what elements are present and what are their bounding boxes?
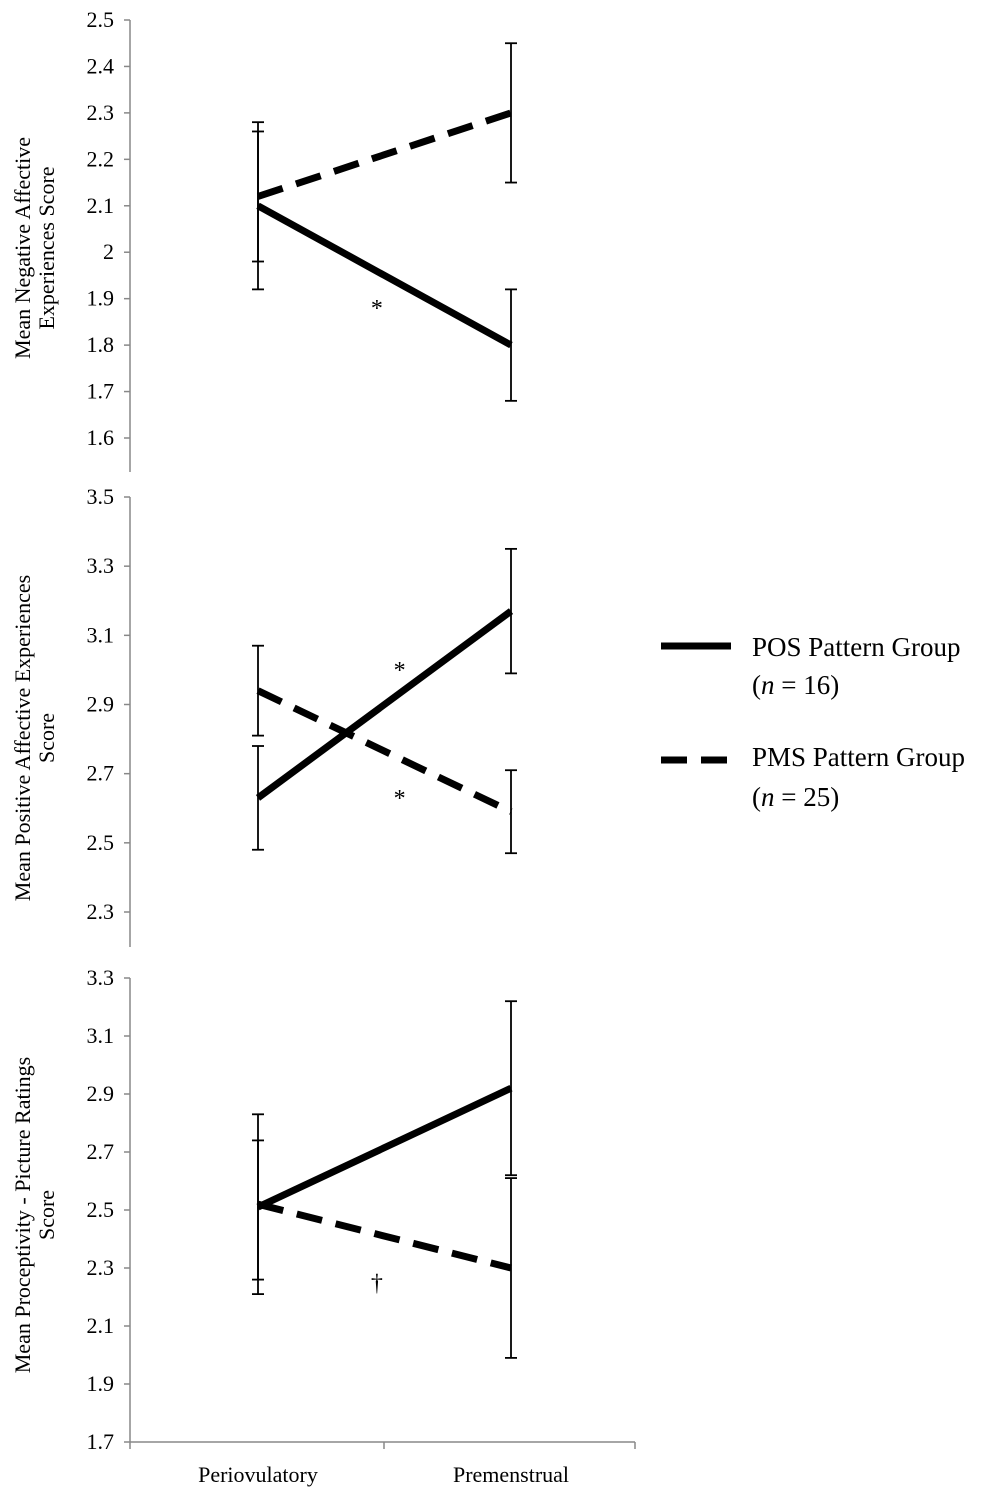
y-tick-label: 1.8	[87, 332, 115, 357]
y-tick-label: 1.6	[87, 425, 115, 450]
legend-n-pos: (n = 16)	[752, 670, 839, 700]
y-tick-label: 2	[103, 239, 114, 264]
y-tick-label: 2.9	[87, 1081, 115, 1106]
y-tick-label: 3.3	[87, 553, 115, 578]
y-axis-title: Mean Proceptivity - Picture RatingsScore	[10, 1057, 59, 1374]
y-tick-label: 2.2	[87, 146, 115, 171]
legend-n-value: = 16)	[775, 670, 840, 700]
legend-paren: (	[752, 670, 761, 700]
y-tick-label: 2.3	[87, 1255, 115, 1280]
series-line-pos	[256, 202, 513, 349]
significance-marker: *	[394, 658, 406, 684]
y-tick-label: 1.9	[87, 1371, 115, 1396]
legend-n-pms: (n = 25)	[752, 782, 839, 812]
legend-n-value: = 25)	[775, 782, 840, 812]
y-tick-label: 2.5	[87, 830, 115, 855]
y-tick-label: 2.1	[87, 1313, 115, 1338]
series-line-pms	[256, 687, 513, 815]
significance-marker: *	[371, 296, 383, 322]
y-tick-label: 2.3	[87, 100, 115, 125]
y-tick-label: 2.7	[87, 1139, 115, 1164]
x-category-label: Premenstrual	[453, 1462, 569, 1487]
significance-marker: *	[394, 786, 406, 812]
y-tick-label: 2.5	[87, 1197, 115, 1222]
series-line-pms	[257, 1200, 512, 1272]
y-axis-title-line: Score	[34, 1190, 59, 1240]
y-tick-label: 2.1	[87, 193, 115, 218]
y-tick-label: 3.1	[87, 622, 115, 647]
y-axis-title-line: Score	[34, 713, 59, 763]
y-axis-title: Mean Positive Affective ExperiencesScore	[10, 575, 59, 901]
y-tick-label: 2.3	[87, 899, 115, 924]
legend-n-symbol: n	[761, 782, 775, 812]
legend-paren: (	[752, 782, 761, 812]
x-category-label: Periovulatory	[198, 1462, 318, 1487]
y-tick-label: 2.5	[87, 7, 115, 32]
y-axis-title-line: Experiences Score	[34, 166, 59, 329]
y-axis-title-line: Mean Proceptivity - Picture Ratings	[10, 1057, 35, 1374]
y-tick-label: 1.9	[87, 286, 115, 311]
y-tick-label: 2.4	[87, 53, 115, 78]
legend-label-pms: PMS Pattern Group	[752, 742, 965, 772]
y-tick-label: 2.9	[87, 692, 115, 717]
y-tick-label: 3.3	[87, 965, 115, 990]
y-axis-title-line: Mean Negative Affective	[10, 137, 35, 359]
y-axis-title: Mean Negative AffectiveExperiences Score	[10, 137, 59, 359]
y-tick-label: 1.7	[87, 379, 115, 404]
legend-label-pos: POS Pattern Group	[752, 632, 961, 662]
y-tick-label: 3.1	[87, 1023, 115, 1048]
y-axis-title-line: Mean Positive Affective Experiences	[10, 575, 35, 901]
y-tick-label: 2.7	[87, 761, 115, 786]
y-tick-label: 1.7	[87, 1429, 115, 1454]
y-tick-label: 3.5	[87, 484, 115, 509]
series-line-pos	[255, 608, 514, 801]
legend-n-symbol: n	[761, 670, 775, 700]
series-line-pms	[256, 109, 513, 200]
series-line-pos	[256, 1085, 513, 1211]
significance-marker: †	[371, 1271, 383, 1297]
